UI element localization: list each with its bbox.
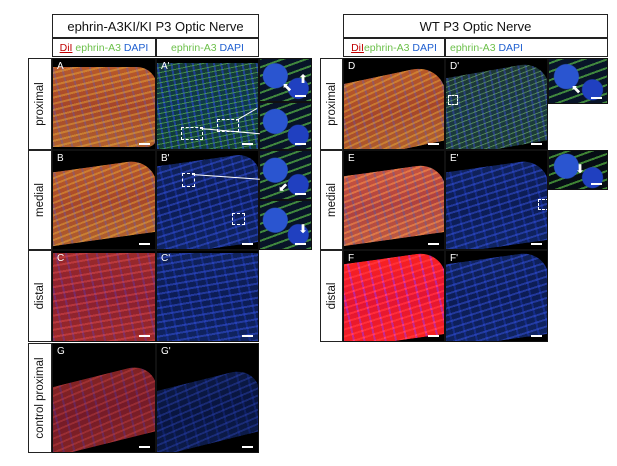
tissue-image [344, 161, 444, 247]
panel-F: F [343, 250, 445, 342]
dapi-label: DAPI [219, 41, 244, 54]
left-group-title: ephrin-A3KI/KI P3 Optic Nerve [52, 14, 259, 38]
row-label-distal: distal [320, 250, 343, 342]
dil-label: DiI [351, 41, 364, 54]
panel-G: G [52, 343, 156, 453]
scale-bar [295, 193, 306, 195]
panel-D-prime: D' [445, 58, 548, 150]
scale-bar [428, 243, 439, 245]
scale-bar [139, 446, 150, 448]
right-merge-col-header: DiI ephrin-A3 DAPI [343, 38, 445, 57]
zoom-inset: ⬉ [548, 58, 608, 104]
scale-bar [591, 97, 602, 99]
right-group-title: WT P3 Optic Nerve [343, 14, 608, 38]
scale-bar [591, 183, 602, 185]
scale-bar [531, 143, 542, 145]
panel-B-prime: B' [156, 150, 259, 250]
ephrin-label: ephrin-A3 [363, 41, 410, 54]
dil-label: DiI [59, 41, 73, 54]
scale-bar [139, 335, 150, 337]
inset-box [181, 127, 203, 140]
dapi-label: DAPI [498, 41, 523, 54]
tissue-image [157, 63, 258, 149]
tissue-image [157, 365, 258, 452]
tissue-image [53, 157, 155, 247]
panel-F-prime: F' [445, 250, 548, 342]
tissue-image [446, 251, 547, 341]
tissue-image [446, 157, 547, 249]
panel-E: E [343, 150, 445, 250]
scale-bar [531, 243, 542, 245]
panel-A-prime: A' [156, 58, 259, 150]
scale-bar [428, 143, 439, 145]
arrow-icon: ⬇ [575, 162, 586, 176]
inset-box [448, 95, 458, 105]
scale-bar [428, 335, 439, 337]
arrow-icon: ⬇ [298, 222, 309, 236]
arrow-icon: ⬉ [282, 80, 293, 94]
panel-E-prime: E' [445, 150, 548, 250]
ephrin-label: ephrin-A3 [75, 41, 121, 54]
tissue-image [53, 253, 155, 341]
scale-bar [242, 143, 253, 145]
arrow-icon: ⬆ [298, 72, 309, 86]
scale-bar [139, 143, 150, 145]
panel-G-prime: G' [156, 343, 259, 453]
scale-bar [295, 243, 306, 245]
panel-A: A [52, 58, 156, 150]
row-label-medial: medial [28, 150, 52, 250]
panel-C: C [52, 250, 156, 342]
row-label-proximal: proximal [320, 58, 343, 150]
scale-bar [531, 335, 542, 337]
tissue-image [53, 361, 155, 452]
inset-box [232, 213, 245, 225]
arrow-icon: ⬋ [278, 180, 289, 194]
tissue-image [446, 59, 547, 149]
left-merge-col-header: DiI ephrin-A3 DAPI [52, 38, 156, 57]
tissue-image [157, 151, 258, 249]
tissue-image [344, 62, 444, 149]
dapi-label: DAPI [123, 41, 149, 54]
scale-bar [139, 243, 150, 245]
zoom-inset: ⬇ [259, 200, 312, 250]
zoom-inset [259, 102, 312, 150]
dapi-label: DAPI [412, 41, 437, 54]
inset-box [182, 173, 195, 187]
scale-bar [295, 95, 306, 97]
left-single-col-header: ephrin-A3 DAPI [156, 38, 259, 57]
zoom-inset: ⬉ ⬆ [259, 58, 312, 102]
row-label-control-proximal: control proximal [28, 343, 52, 453]
tissue-image [157, 253, 258, 341]
arrow-icon: ⬉ [571, 82, 582, 96]
row-label-proximal: proximal [28, 58, 52, 150]
right-single-col-header: ephrin-A3 DAPI [445, 38, 608, 57]
scale-bar [242, 243, 253, 245]
inset-box [538, 199, 547, 210]
scale-bar [242, 446, 253, 448]
tissue-image [344, 251, 444, 341]
row-label-distal: distal [28, 250, 52, 342]
tissue-image [53, 67, 155, 147]
panel-D: D [343, 58, 445, 150]
scale-bar [295, 143, 306, 145]
ephrin-label: ephrin-A3 [171, 41, 217, 54]
panel-C-prime: C' [156, 250, 259, 342]
scale-bar [242, 335, 253, 337]
zoom-inset: ⬇ [548, 150, 608, 190]
panel-B: B [52, 150, 156, 250]
row-label-medial: medial [320, 150, 343, 250]
zoom-inset: ⬋ [259, 150, 312, 200]
ephrin-label: ephrin-A3 [450, 41, 496, 54]
